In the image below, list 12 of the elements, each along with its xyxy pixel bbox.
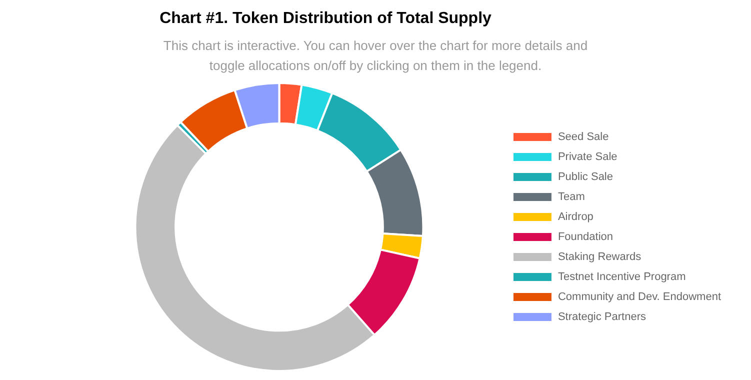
legend-label: Testnet Incentive Program	[558, 271, 686, 284]
chart-title: Chart #1. Token Distribution of Total Supply	[158, 10, 492, 28]
legend-label: Team	[558, 191, 585, 204]
legend-label: Seed Sale	[558, 131, 609, 144]
legend-label: Private Sale	[558, 151, 618, 164]
chart-subtitle: This chart is interactive. You can hover over the chart for more details and toggle allocations on/off by clicking on them in the legend.	[162, 37, 589, 75]
legend-label: Staking Rewards	[558, 251, 642, 264]
legend-label: Foundation	[558, 231, 614, 244]
legend-label: Community and Dev. Endowment	[558, 291, 722, 304]
legend-label: Strategic Partners	[558, 311, 647, 324]
legend-label: Public Sale	[558, 171, 614, 184]
legend-label: Airdrop	[558, 211, 594, 224]
